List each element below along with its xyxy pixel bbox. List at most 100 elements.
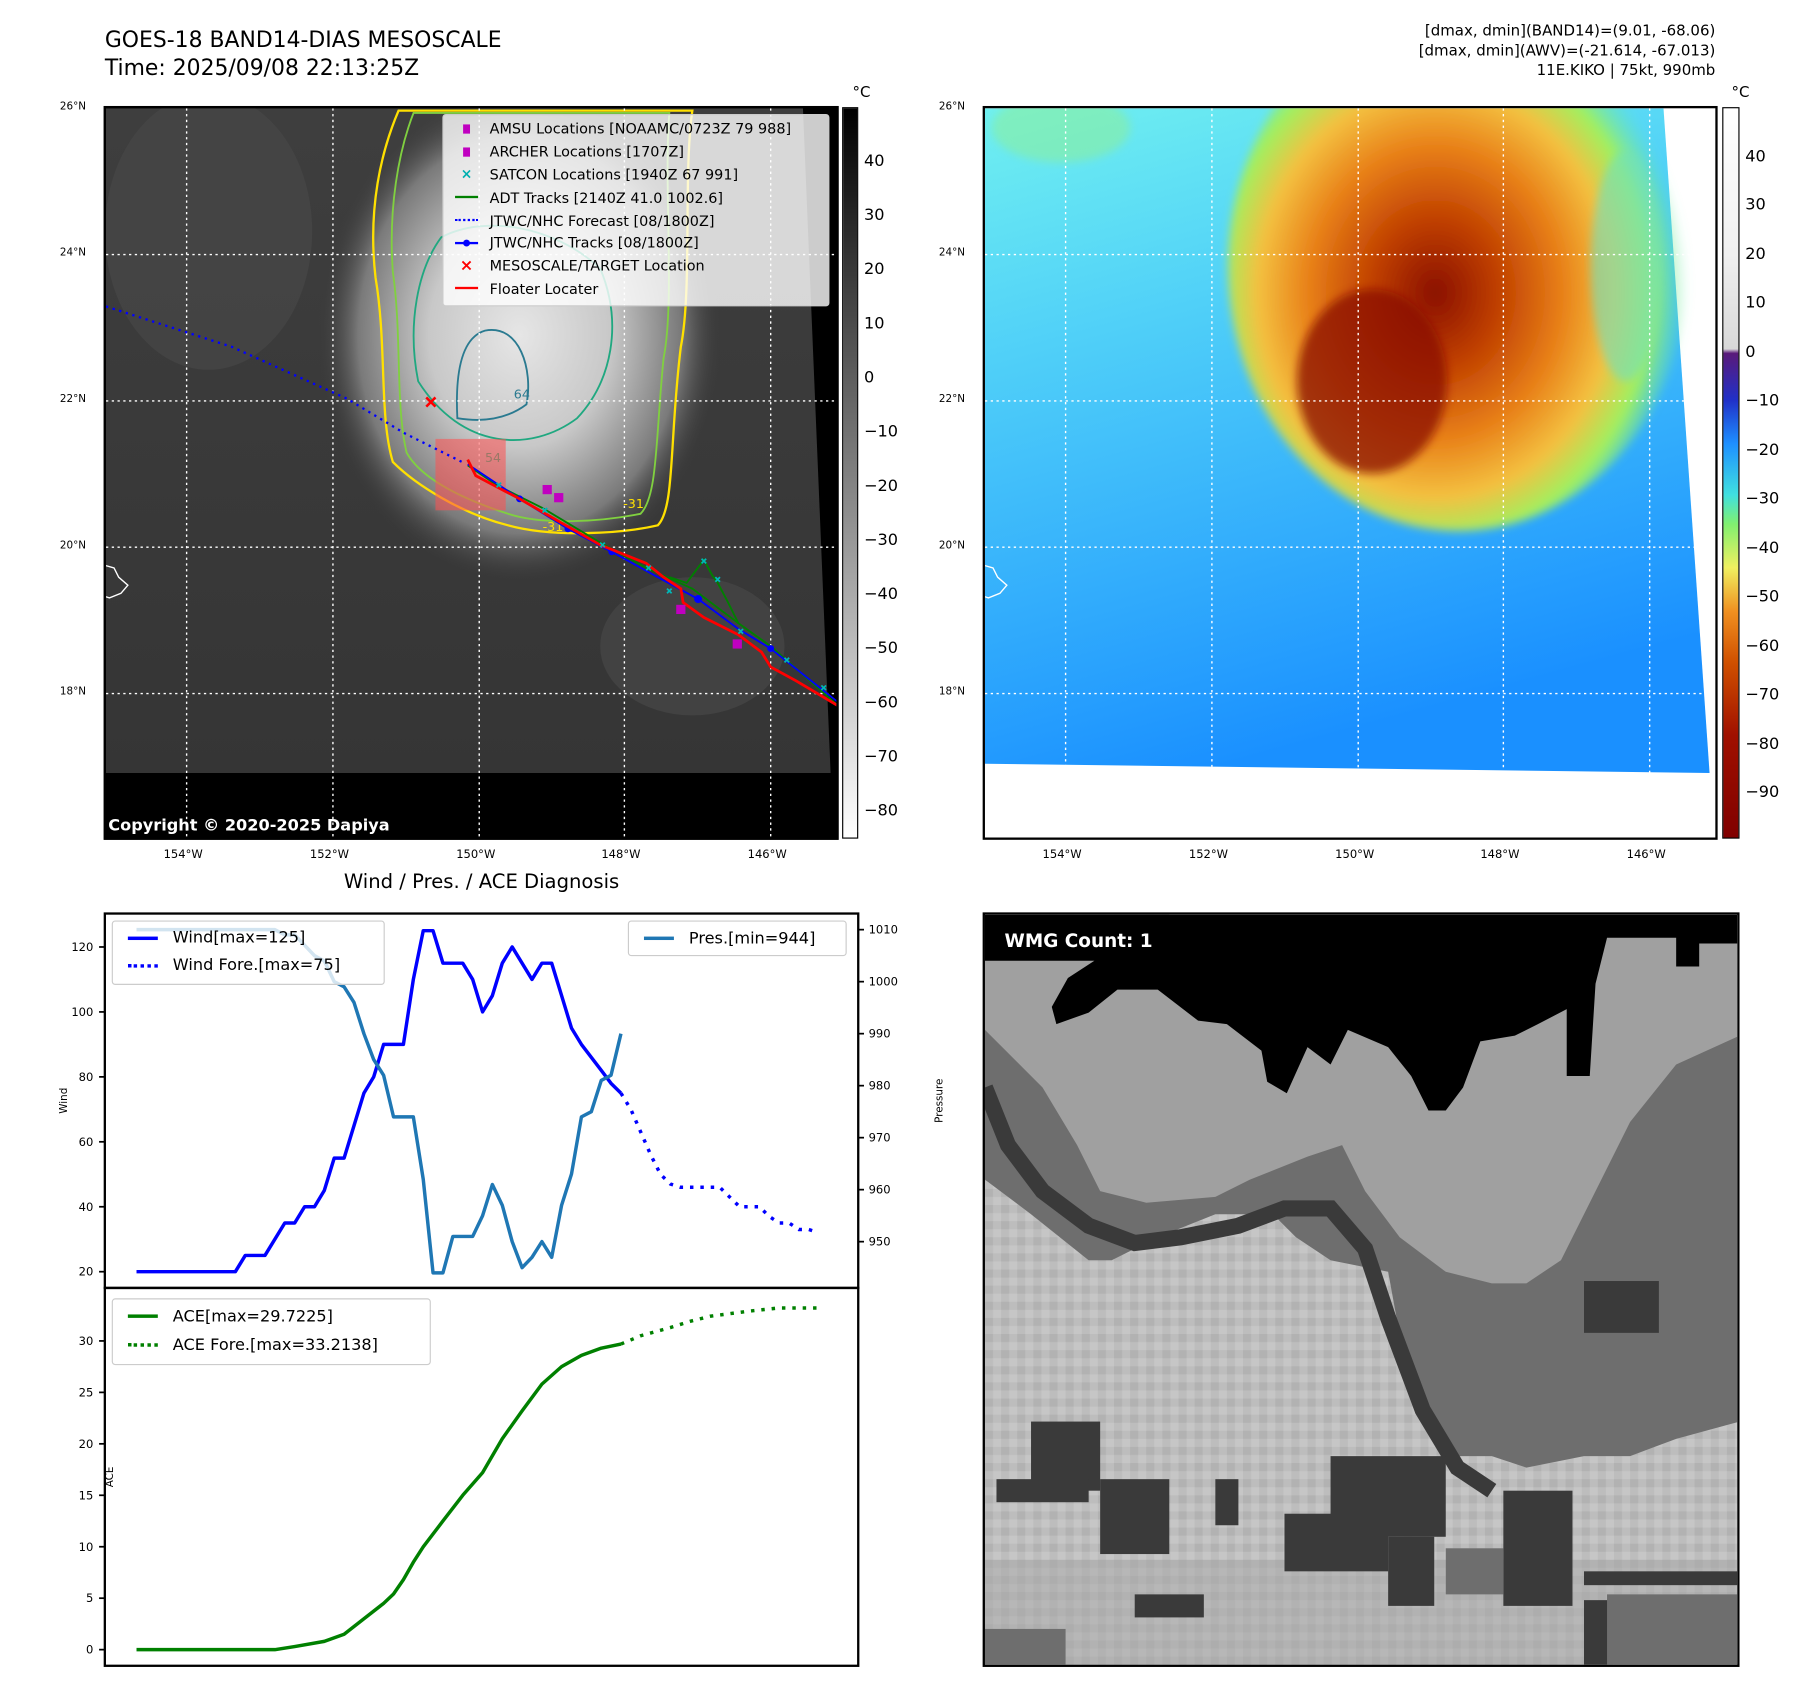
line-icon bbox=[444, 287, 490, 290]
square-icon bbox=[444, 147, 490, 157]
colorbar-tick-label: −90 bbox=[1745, 783, 1780, 803]
wmg-image bbox=[984, 914, 1738, 1665]
y-tick-label: 980 bbox=[869, 1079, 891, 1093]
awv-map-image bbox=[984, 108, 1716, 838]
ir-map-panel: 64 54 -31 -31 AMSU Loc bbox=[103, 105, 839, 840]
contour-dark-teal bbox=[456, 329, 530, 421]
lon-label: 150°W bbox=[1335, 849, 1375, 862]
legend-label: ACE Fore.[max=33.2138] bbox=[172, 1335, 378, 1355]
colorbar-tick-label: 0 bbox=[1745, 343, 1756, 362]
map-legend: AMSU Locations [NOAAMC/0723Z 79 988] ARC… bbox=[442, 114, 830, 307]
colorbar-tick-label: −10 bbox=[1745, 391, 1780, 411]
line-dot-icon bbox=[444, 239, 490, 247]
colorbar-unit: °C bbox=[852, 84, 871, 102]
wind-legend: Wind[max=125] Wind Fore.[max=75] bbox=[111, 920, 385, 985]
colorbar-tick-label: −50 bbox=[1745, 587, 1780, 607]
coastline bbox=[984, 564, 1008, 599]
lon-label: 146°W bbox=[747, 849, 787, 862]
ace-legend: ACE[max=29.7225] ACE Fore.[max=33.2138] bbox=[111, 1298, 431, 1366]
wmg-count-badge: WMG Count: 1 bbox=[996, 926, 1161, 956]
floater-box bbox=[435, 438, 506, 511]
dotted-line-icon bbox=[444, 218, 490, 222]
diagnosis-chart: 20 40 60 80 100 120 950 960 970 980 990 1000 1010 0 5 1… bbox=[58, 912, 945, 1667]
wmg-dark-patches bbox=[996, 1281, 1738, 1665]
colorbar-tick-label: 40 bbox=[863, 151, 885, 171]
colorbar-tick-label: 10 bbox=[1745, 294, 1766, 313]
stats-band14: [dmax, dmin](BAND14)=(9.01, -68.06) bbox=[1424, 23, 1716, 41]
y-tick-label: 10 bbox=[79, 1540, 94, 1554]
legend-label: MESOSCALE/TARGET Location bbox=[489, 257, 705, 275]
y-tick-label: 20 bbox=[79, 1265, 94, 1279]
lon-label: 150°W bbox=[456, 849, 496, 862]
legend-item: ADT Tracks [2140Z 41.0 1002.6] bbox=[444, 186, 829, 209]
colorbar-tick-label: 10 bbox=[863, 314, 885, 333]
x-marker-icon: × bbox=[459, 256, 474, 275]
lon-label: 154°W bbox=[163, 849, 203, 862]
lon-label: 152°W bbox=[309, 849, 350, 862]
lon-label: 146°W bbox=[1626, 849, 1666, 862]
legend-item: ACE[max=29.7225] bbox=[113, 1302, 430, 1331]
gridlines bbox=[984, 108, 1716, 838]
y-tick-label: 120 bbox=[71, 940, 93, 954]
colorbar-tick-label: 20 bbox=[863, 260, 885, 279]
amsu-archer-markers bbox=[542, 484, 742, 649]
legend-label: Floater Locater bbox=[489, 279, 599, 298]
legend-item: Wind[max=125] bbox=[113, 924, 384, 952]
pressure-legend: Pres.[min=944] bbox=[627, 920, 847, 957]
coastline bbox=[105, 564, 129, 599]
colorbar-tick-label: −10 bbox=[863, 422, 899, 442]
legend-label: JTWC/NHC Tracks [08/1800Z] bbox=[489, 234, 699, 252]
contour-label: -31 bbox=[623, 496, 644, 511]
lat-label: 20°N bbox=[938, 540, 966, 552]
colorbar-tick-label: −50 bbox=[863, 639, 899, 658]
lat-label: 18°N bbox=[59, 686, 87, 699]
legend-label: JTWC/NHC Forecast [08/1800Z] bbox=[489, 211, 715, 229]
line-icon bbox=[629, 936, 689, 941]
colorbar-tick-label: 20 bbox=[1745, 245, 1766, 264]
y-tick-label: 1000 bbox=[869, 975, 898, 989]
lon-label: 148°W bbox=[1480, 849, 1520, 862]
y-tick-label: 25 bbox=[79, 1385, 94, 1399]
lat-label: 26°N bbox=[938, 101, 966, 113]
colorbar-tick-label: 30 bbox=[863, 206, 885, 225]
y-tick-label: 990 bbox=[869, 1027, 891, 1041]
y-tick-label: 100 bbox=[71, 1005, 93, 1019]
legend-label: Wind Fore.[max=75] bbox=[172, 956, 341, 975]
legend-label: Pres.[min=944] bbox=[688, 929, 816, 948]
legend-item: Floater Locater bbox=[444, 277, 829, 300]
stats-awv: [dmax, dmin](AWV)=(-21.614, -67.013) bbox=[1418, 42, 1716, 60]
colorbar-tick-label: −40 bbox=[863, 585, 899, 604]
legend-item: Wind Fore.[max=75] bbox=[113, 952, 384, 980]
legend-item: Pres.[min=944] bbox=[629, 922, 846, 955]
copyright: Copyright © 2020-2025 Dapiya bbox=[108, 816, 390, 836]
colorbar-tick-label: −80 bbox=[1745, 734, 1780, 754]
colorbar-tick-label: −70 bbox=[863, 747, 899, 767]
legend-label: ADT Tracks [2140Z 41.0 1002.6] bbox=[489, 188, 724, 206]
line-icon bbox=[444, 196, 490, 199]
diagnosis-title: Wind / Pres. / ACE Diagnosis bbox=[343, 870, 620, 894]
ace-axes-frame bbox=[103, 1286, 860, 1667]
wmg-band-dark bbox=[984, 1084, 1497, 1498]
y-tick-label: 15 bbox=[79, 1488, 94, 1502]
lon-label: 148°W bbox=[601, 849, 641, 862]
y-tick-label: 970 bbox=[869, 1131, 891, 1145]
target-location-marker bbox=[425, 396, 437, 408]
wmg-region-black bbox=[984, 914, 1738, 1111]
legend-item: JTWC/NHC Forecast [08/1800Z] bbox=[444, 209, 829, 232]
y-tick-label: 60 bbox=[79, 1135, 94, 1149]
wmg-mid-patches bbox=[984, 1548, 1738, 1665]
awv-map-panel bbox=[982, 105, 1718, 840]
y-tick-label: 80 bbox=[79, 1070, 94, 1084]
legend-item: × MESOSCALE/TARGET Location bbox=[444, 254, 829, 277]
line-icon bbox=[113, 935, 173, 940]
colorbar-tick-label: −60 bbox=[1745, 636, 1780, 656]
legend-item: × SATCON Locations [1940Z 67 991] bbox=[444, 163, 829, 186]
wmg-panel: WMG Count: 1 bbox=[982, 912, 1740, 1667]
y-tick-label: 1010 bbox=[869, 923, 898, 937]
y-tick-label: 40 bbox=[79, 1200, 94, 1214]
colorbar-tick-label: −40 bbox=[1745, 538, 1780, 558]
legend-item: AMSU Locations [NOAAMC/0723Z 79 988] bbox=[444, 118, 829, 141]
colorbar-tick-label: −20 bbox=[1745, 440, 1780, 460]
contour-green bbox=[390, 111, 671, 523]
